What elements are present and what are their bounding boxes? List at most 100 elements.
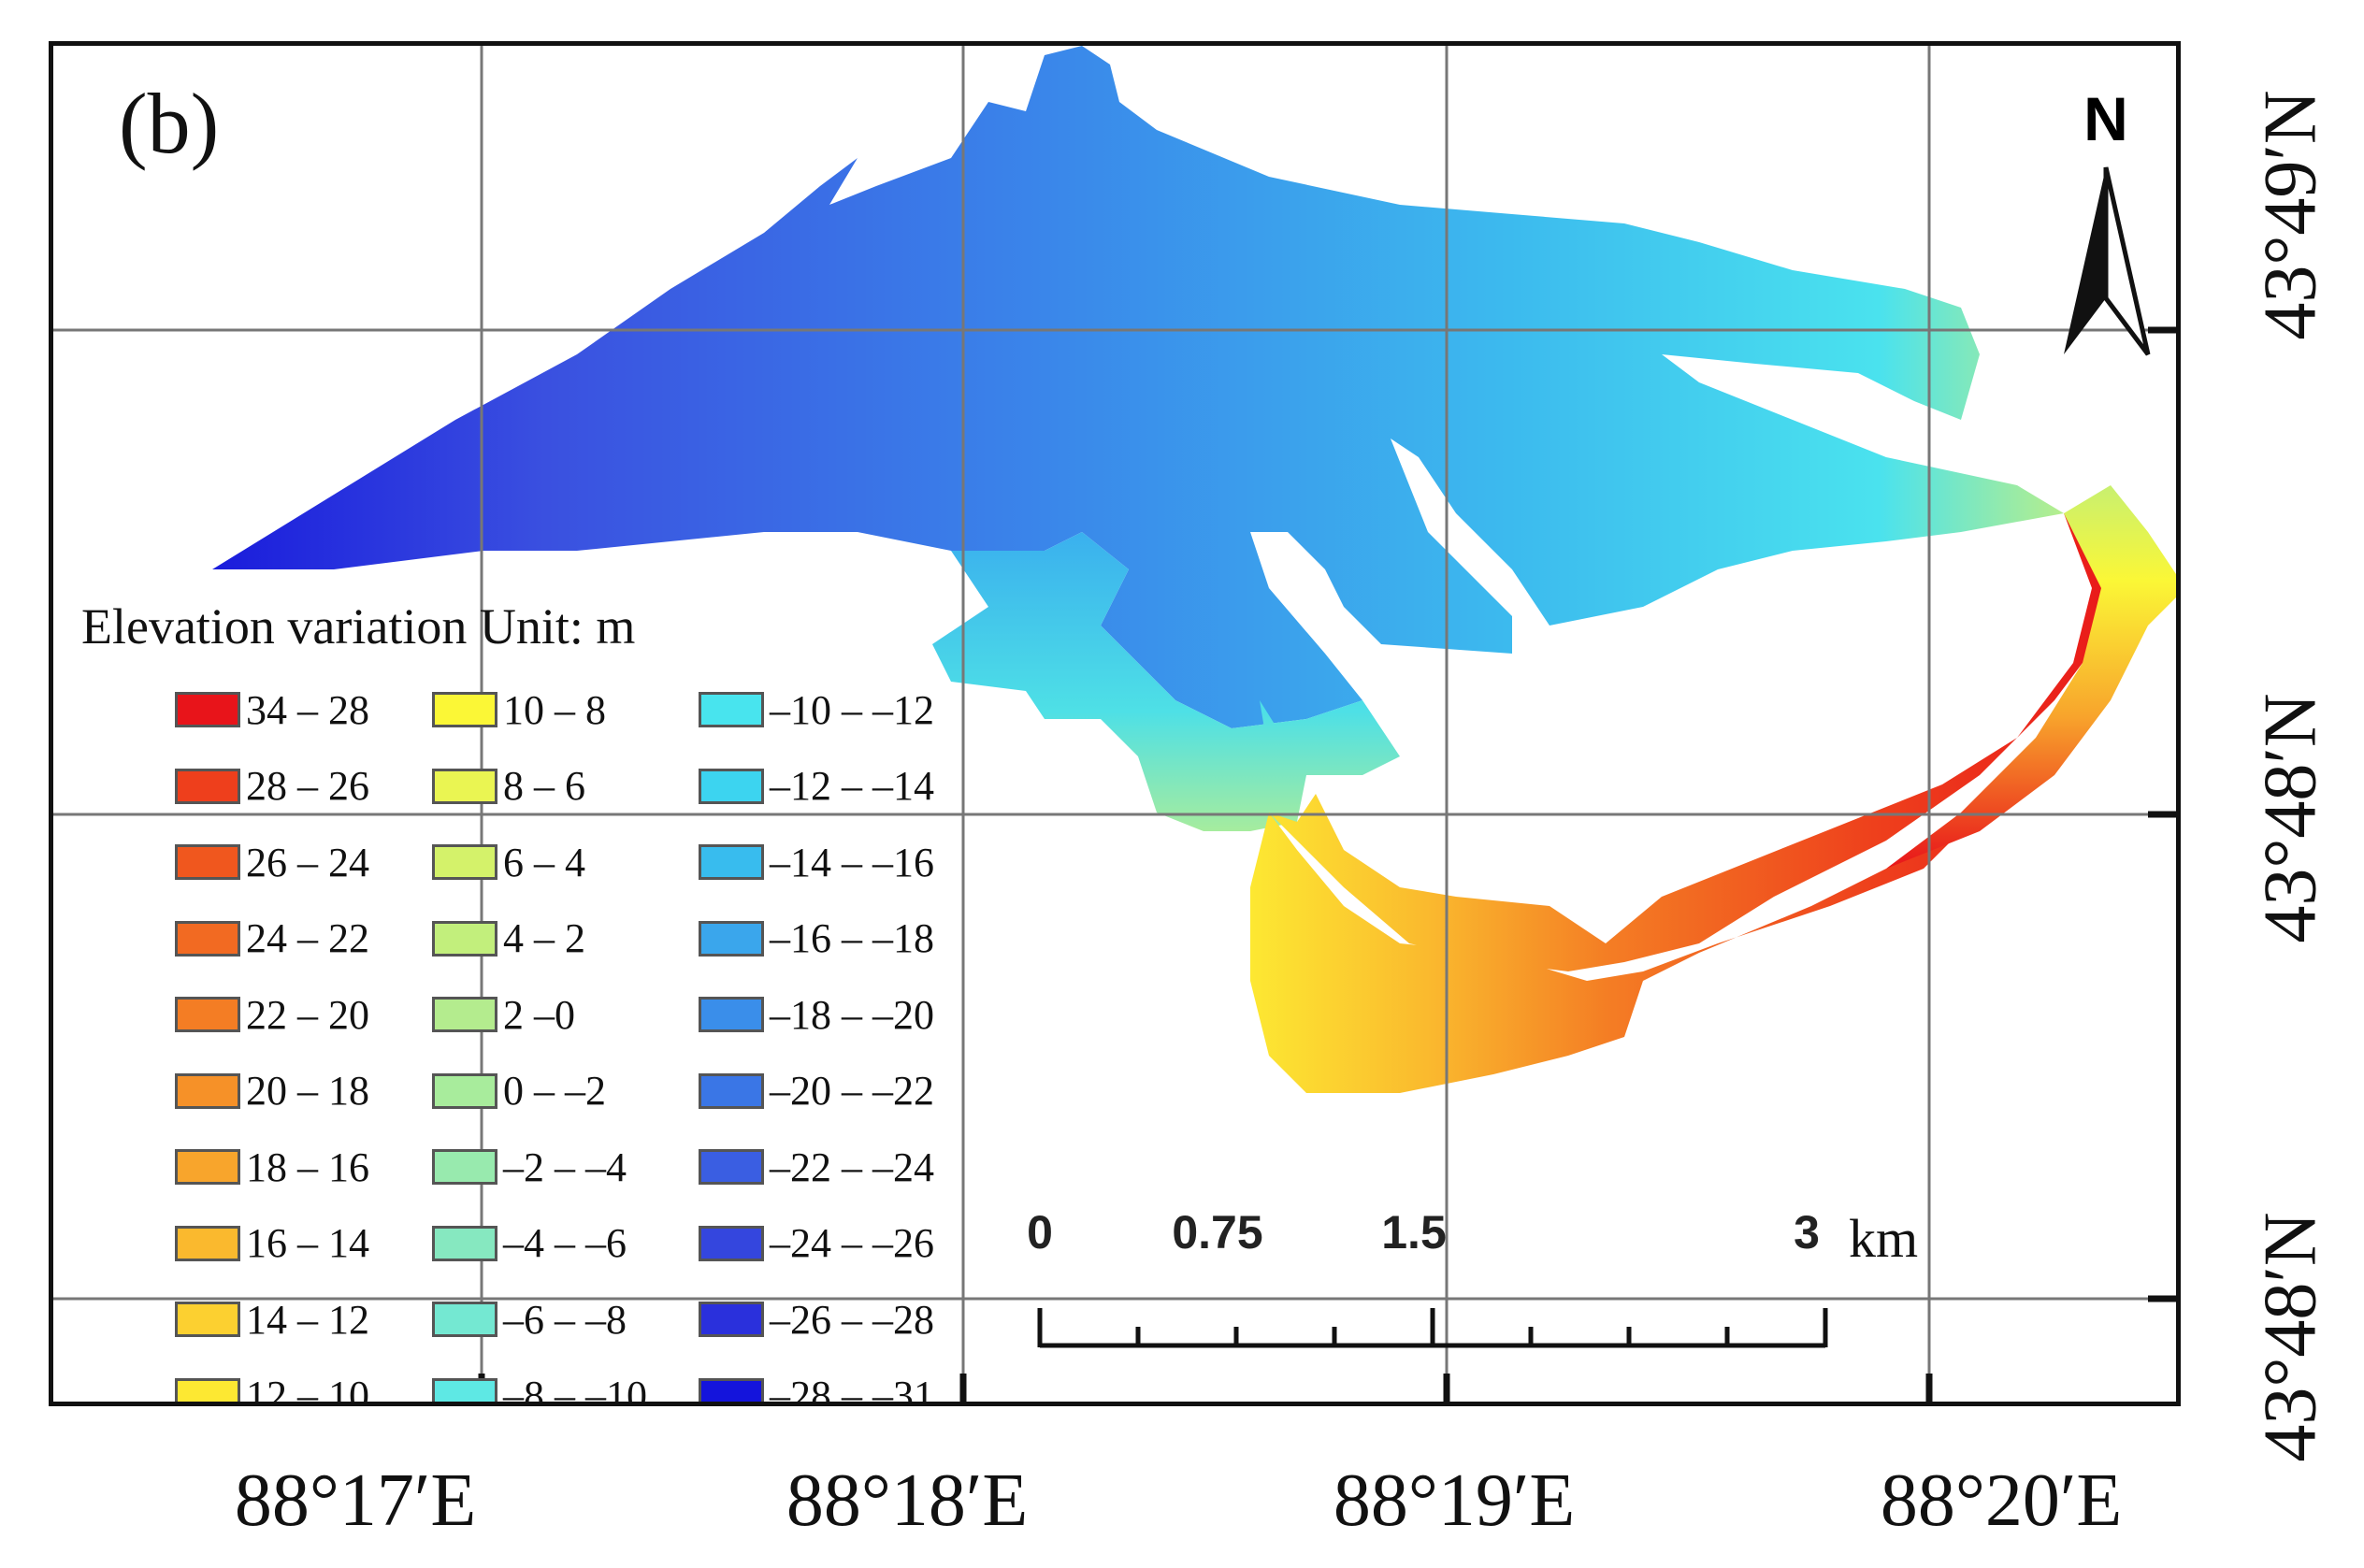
legend-swatch: [432, 1377, 497, 1402]
legend-swatch: [432, 1072, 497, 1109]
legend-label: 14 – 12: [246, 1296, 369, 1343]
legend-swatch: [175, 1149, 240, 1185]
legend-label: 34 – 28: [246, 686, 369, 733]
legend-item: 20 – 18: [175, 1068, 369, 1115]
legend-item: –2 – –4: [432, 1144, 627, 1190]
legend-item: –8 – –10: [432, 1373, 647, 1406]
legend-title: Elevation variation Unit: m: [81, 598, 636, 655]
legend-label: –2 – –4: [503, 1144, 627, 1190]
longitude-label-2: 88°18′E: [786, 1460, 1029, 1542]
legend-item: –6 – –8: [432, 1296, 627, 1343]
legend-swatch: [175, 1225, 240, 1261]
scale-label-0: 0: [1027, 1206, 1053, 1259]
legend-item: –28 – –31: [699, 1373, 934, 1406]
legend-swatch: [699, 844, 764, 880]
north-arrow-icon: [2064, 166, 2151, 356]
legend-item: 22 – 20: [175, 991, 369, 1038]
scale-label-3: 3: [1794, 1206, 1820, 1259]
legend-swatch: [175, 1302, 240, 1337]
scale-label-075: 0.75: [1172, 1206, 1263, 1259]
legend-item: –4 – –6: [432, 1220, 627, 1267]
north-arrow: N: [2036, 83, 2176, 364]
legend-label: 24 – 22: [246, 915, 369, 961]
lake-body-north: [212, 46, 2064, 728]
legend-swatch: [699, 768, 764, 804]
legend-item: –14 – –16: [699, 839, 934, 885]
legend-item: 12 – 10: [175, 1373, 369, 1406]
legend-swatch: [699, 1225, 764, 1261]
lake-body-south: [932, 532, 1400, 831]
longitude-label-1: 88°17′E: [234, 1460, 477, 1542]
longitude-label-3: 88°19′E: [1333, 1460, 1576, 1542]
latitude-label-1: 43°49′N: [2249, 90, 2332, 340]
legend-item: 34 – 28: [175, 686, 369, 733]
legend-item: 16 – 14: [175, 1220, 369, 1267]
legend-label: 12 – 10: [246, 1373, 369, 1406]
scale-label-15: 1.5: [1381, 1206, 1447, 1259]
lake-body-loop: [1250, 513, 2148, 1093]
legend-item: 28 – 26: [175, 763, 369, 810]
scale-bar-graphic: [1037, 1308, 1828, 1348]
legend-label: –22 – –24: [770, 1144, 934, 1190]
latitude-label-2: 43°48′N: [2249, 693, 2332, 943]
legend-swatch: [699, 692, 764, 727]
legend-swatch: [175, 920, 240, 957]
legend-swatch: [699, 1302, 764, 1337]
legend-swatch: [699, 997, 764, 1032]
legend-swatch: [432, 1149, 497, 1185]
legend-label: –24 – –26: [770, 1220, 934, 1266]
legend-swatch: [175, 1377, 240, 1402]
legend-item: –26 – –28: [699, 1296, 934, 1343]
legend-label: –14 – –16: [770, 839, 934, 885]
legend: Elevation variation Unit: m 34 – 28 28 – …: [81, 597, 1091, 1406]
panel-label: (b): [119, 76, 220, 171]
legend-swatch: [175, 844, 240, 880]
latitude-label-3: 43°48′N: [2249, 1212, 2332, 1462]
legend-swatch: [432, 1302, 497, 1337]
legend-item: 24 – 22: [175, 915, 369, 962]
legend-swatch: [432, 997, 497, 1032]
legend-label: –12 – –14: [770, 763, 934, 809]
legend-label: –8 – –10: [503, 1373, 647, 1406]
lake-body-east: [1886, 485, 2176, 869]
legend-item: 6 – 4: [432, 839, 585, 885]
legend-label: 26 – 24: [246, 839, 369, 885]
legend-swatch: [432, 768, 497, 804]
legend-swatch: [432, 692, 497, 727]
legend-swatch: [432, 920, 497, 957]
legend-label: –4 – –6: [503, 1220, 627, 1266]
legend-label: –26 – –28: [770, 1296, 934, 1343]
graticule: [53, 46, 2176, 1402]
legend-swatch: [432, 844, 497, 880]
legend-label: –20 – –22: [770, 1068, 934, 1114]
legend-label: 20 – 18: [246, 1068, 369, 1114]
legend-label: 4 – 2: [503, 915, 585, 961]
legend-item: 2 –0: [432, 991, 575, 1038]
north-letter: N: [2083, 84, 2128, 153]
legend-swatch: [432, 1225, 497, 1261]
legend-item: –20 – –22: [699, 1068, 934, 1115]
legend-item: 18 – 16: [175, 1144, 369, 1190]
legend-label: –18 – –20: [770, 991, 934, 1038]
legend-item: 14 – 12: [175, 1296, 369, 1343]
legend-label: 28 – 26: [246, 763, 369, 809]
legend-label: 10 – 8: [503, 686, 606, 733]
legend-label: 8 – 6: [503, 763, 585, 809]
legend-item: –22 – –24: [699, 1144, 934, 1190]
legend-label: 6 – 4: [503, 839, 585, 885]
legend-item: –18 – –20: [699, 991, 934, 1038]
legend-swatch: [699, 920, 764, 957]
legend-label: –6 – –8: [503, 1296, 627, 1343]
legend-label: –10 – –12: [770, 686, 934, 733]
scale-unit: km: [1849, 1208, 1919, 1269]
legend-label: –28 – –31: [770, 1373, 934, 1406]
legend-label: 18 – 16: [246, 1144, 369, 1190]
legend-item: 10 – 8: [432, 686, 606, 733]
legend-swatch: [175, 1072, 240, 1109]
legend-swatch: [175, 692, 240, 727]
legend-label: 22 – 20: [246, 991, 369, 1038]
legend-label: 16 – 14: [246, 1220, 369, 1266]
legend-swatch: [175, 768, 240, 804]
legend-label: 2 –0: [503, 991, 575, 1038]
legend-item: 8 – 6: [432, 763, 585, 810]
